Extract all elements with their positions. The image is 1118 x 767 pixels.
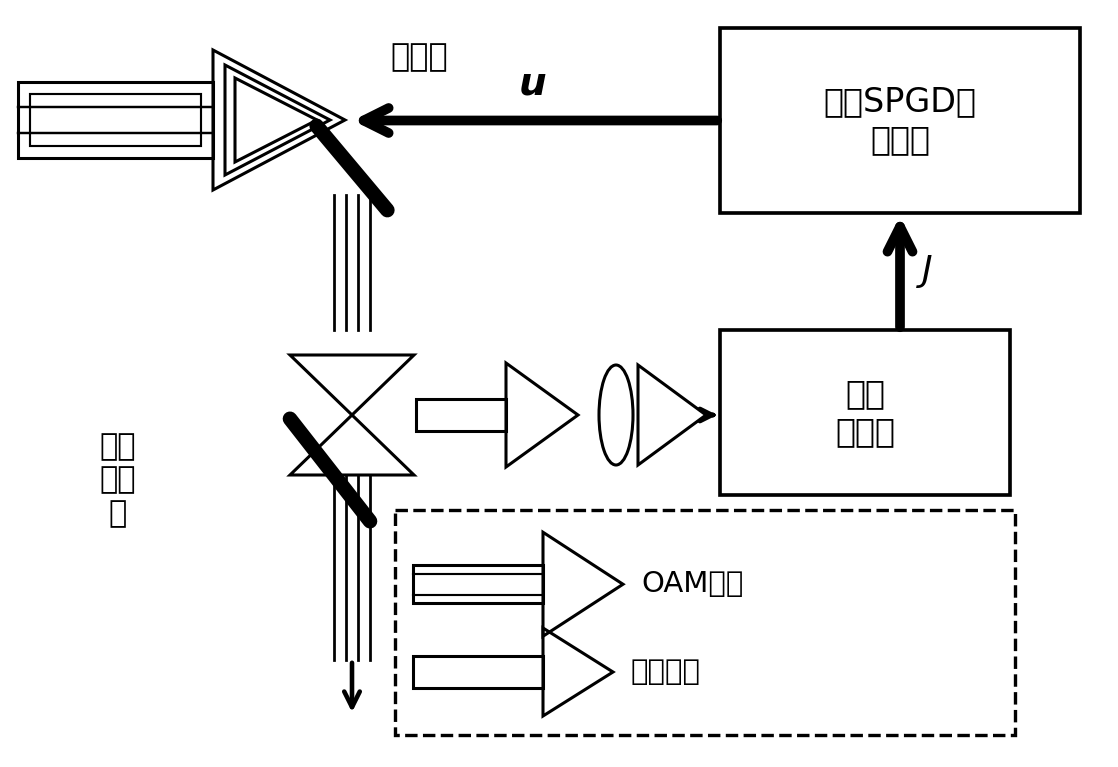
Text: 高斯光束: 高斯光束 — [631, 658, 701, 686]
Text: OAM光束: OAM光束 — [641, 570, 743, 598]
Bar — [413, 656, 543, 688]
Text: 改进SPGD算
法模块: 改进SPGD算 法模块 — [824, 85, 976, 156]
Text: J: J — [922, 255, 932, 288]
Bar — [720, 28, 1080, 213]
Bar — [416, 399, 506, 431]
Bar — [30, 94, 201, 146]
Text: 偏振
分束
镜: 偏振 分束 镜 — [100, 432, 136, 528]
Text: 红外
照相机: 红外 照相机 — [835, 377, 896, 448]
Text: u: u — [519, 64, 547, 103]
Bar — [395, 510, 1015, 735]
Text: 变形镜: 变形镜 — [390, 42, 447, 74]
Bar — [413, 565, 543, 604]
Bar — [720, 330, 1010, 495]
Bar — [18, 82, 214, 158]
